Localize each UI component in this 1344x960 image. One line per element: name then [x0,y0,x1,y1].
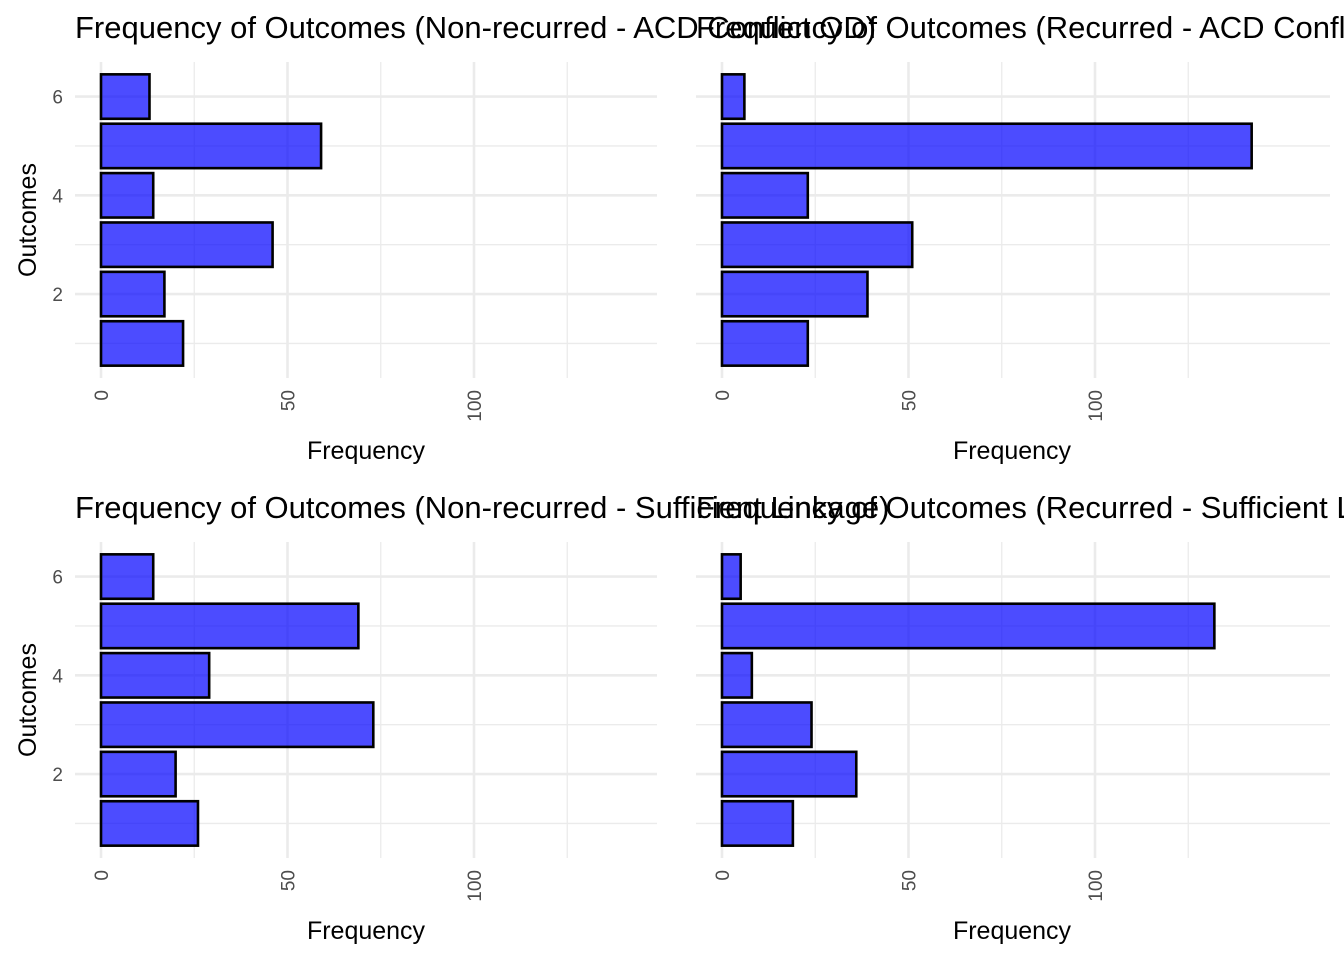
x-tick-label: 50 [900,870,921,891]
x-tick-label: 0 [713,870,734,881]
x-tick-label: 0 [92,870,113,881]
x-axis-title: Frequency [307,917,426,945]
bar-outcome-2 [720,750,858,798]
bar-outcome-6 [99,73,151,121]
y-axis-title: Outcomes [14,163,42,277]
y-tick-label: 4 [52,666,63,687]
bar-outcome-5 [720,602,1216,650]
bar-outcome-4 [99,651,211,699]
bar-outcome-4 [720,651,754,699]
y-tick-label: 6 [52,568,63,589]
x-tick-label: 100 [465,870,486,902]
bar-outcome-3 [720,221,914,269]
bar-outcome-5 [99,602,360,650]
x-axis-title: Frequency [307,437,426,465]
y-tick-label: 6 [52,88,63,109]
bar-outcome-1 [720,319,810,367]
y-tick-label: 2 [52,765,63,786]
chart-panel-3: 2 4 6 0 50 100 Frequency of Outcomes (Non-recu… [14,490,889,945]
bar-outcome-2 [99,750,177,798]
bar-outcome-2 [720,270,869,318]
chart-panel-2: 0 50 100 Frequency of Outcomes (Recurred - … [696,10,1344,465]
bar-outcome-5 [720,122,1253,170]
x-tick-label: 50 [279,390,300,411]
x-tick-label: 100 [1086,870,1107,902]
bar-outcome-3 [99,701,375,749]
bar-outcome-1 [99,799,200,847]
x-axis-title: Frequency [953,917,1072,945]
bar-outcome-5 [99,122,323,170]
y-tick-label: 2 [52,285,63,306]
bar-outcome-6 [720,553,742,601]
bar-outcome-1 [99,319,185,367]
panel-title: Frequency of Outcomes (Non-recurred - AC… [75,10,876,45]
chart-panel-4: 0 50 100 Frequency of Outcomes (Recurred - … [696,490,1344,945]
y-tick-label: 4 [52,186,63,207]
panel-title: Frequency of Outcomes (Non-recurred - Su… [75,490,889,525]
bar-outcome-1 [720,799,795,847]
bar-outcome-6 [720,73,746,121]
panel-title: Frequency of Outcomes (Recurred - Suffic… [696,490,1344,525]
x-tick-label: 0 [92,390,113,401]
x-tick-label: 100 [465,390,486,422]
x-tick-label: 0 [713,390,734,401]
bar-outcome-4 [99,171,155,219]
x-tick-label: 50 [279,870,300,891]
x-axis-title: Frequency [953,437,1072,465]
x-tick-label: 50 [900,390,921,411]
chart-panel-1: 2 4 6 0 50 100 Frequency of Outcomes (Non-recu… [14,10,876,465]
bar-outcome-4 [720,171,810,219]
panel-title: Frequency of Outcomes (Recurred - ACD Co… [696,10,1344,45]
bar-outcome-2 [99,270,166,318]
bar-outcome-3 [99,221,274,269]
bar-outcome-6 [99,553,155,601]
bar-outcome-3 [720,701,813,749]
y-axis-title: Outcomes [14,643,42,757]
x-tick-label: 100 [1086,390,1107,422]
